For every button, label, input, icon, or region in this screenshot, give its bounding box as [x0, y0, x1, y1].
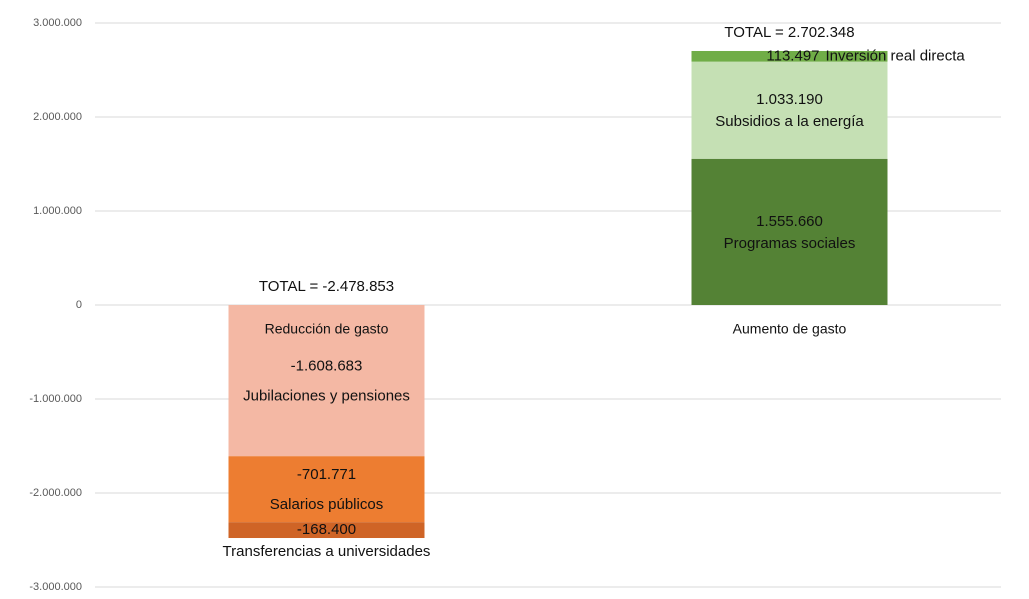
y-tick-label: -2.000.000 [29, 487, 82, 499]
total-annotation: TOTAL = 2.702.348 [724, 24, 854, 41]
y-tick-label: 1.000.000 [33, 205, 82, 217]
bar-segment [228, 305, 425, 457]
bar-segment [691, 158, 888, 305]
series-label: Transferencias a universidades [223, 543, 431, 560]
series-label: Subsidios a la energía [715, 113, 864, 130]
data-label: 113.497 [766, 47, 819, 64]
series-label: Programas sociales [724, 235, 856, 252]
y-tick-label: 3.000.000 [33, 17, 82, 29]
category-label: Reducción de gasto [265, 321, 389, 337]
y-tick-label: 2.000.000 [33, 111, 82, 123]
data-label: 1.033.190 [756, 91, 823, 108]
bar-segment [691, 61, 888, 159]
category-label: Aumento de gasto [733, 321, 847, 337]
series-label: Jubilaciones y pensiones [243, 388, 410, 405]
series-label: Inversión real directa [826, 47, 966, 64]
data-label: -701.771 [297, 466, 356, 483]
total-annotation: TOTAL = -2.478.853 [259, 278, 394, 295]
bar-segment [228, 522, 425, 539]
y-tick-label: -3.000.000 [29, 581, 82, 593]
data-label: 1.555.660 [756, 213, 823, 230]
data-label: -168.400 [297, 521, 356, 538]
bar-segment [691, 50, 888, 62]
y-tick-label: -1.000.000 [29, 393, 82, 405]
y-tick-label: 0 [76, 299, 82, 311]
bar-segment [228, 456, 425, 523]
series-label: Salarios públicos [270, 496, 383, 513]
data-label: -1.608.683 [291, 358, 363, 375]
